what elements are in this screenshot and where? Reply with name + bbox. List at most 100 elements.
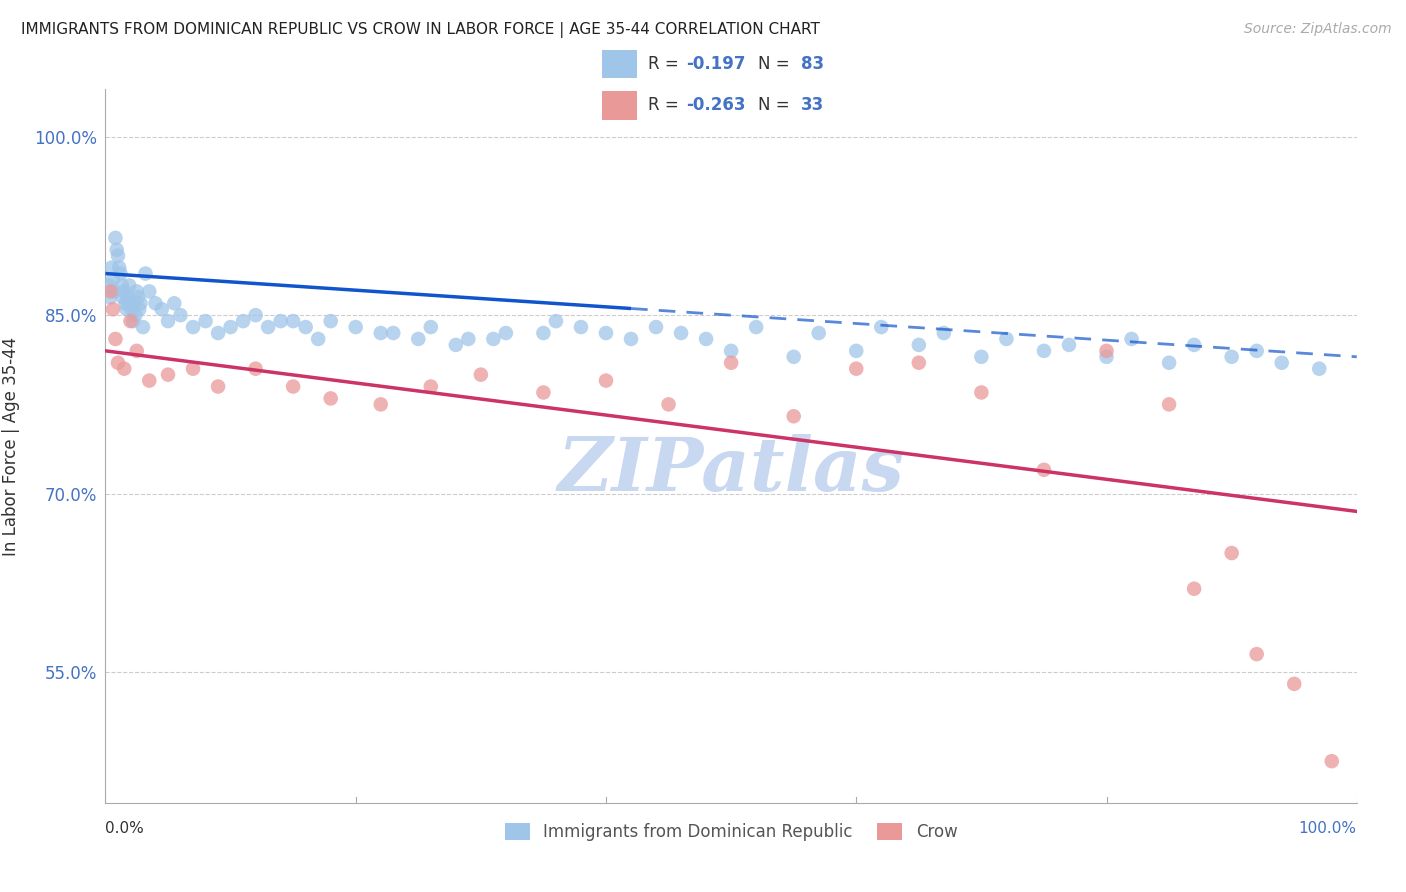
Point: [1057, 338, 1080, 352]
Point: [1220, 350, 1243, 364]
Point: [112, 361, 135, 376]
Bar: [602, 50, 637, 78]
Point: [1032, 463, 1054, 477]
Point: [194, 314, 217, 328]
Point: [181, 320, 204, 334]
Point: [132, 320, 155, 334]
Point: [319, 392, 342, 406]
Point: [245, 308, 267, 322]
Point: [138, 285, 160, 299]
Text: 83: 83: [801, 55, 824, 73]
Text: ZIPatlas: ZIPatlas: [558, 434, 904, 506]
Point: [444, 338, 467, 352]
Point: [110, 267, 132, 281]
Point: [382, 326, 405, 340]
Point: [1182, 338, 1205, 352]
Point: [145, 296, 167, 310]
Point: [181, 361, 204, 376]
Point: [219, 320, 242, 334]
Point: [163, 296, 186, 310]
Point: [1220, 546, 1243, 560]
Point: [457, 332, 479, 346]
Point: [111, 290, 134, 304]
Point: [101, 272, 124, 286]
Point: [995, 332, 1018, 346]
Point: [495, 326, 517, 340]
Point: [370, 326, 392, 340]
Point: [121, 302, 143, 317]
Point: [782, 409, 804, 424]
Point: [122, 314, 145, 328]
Point: [1095, 343, 1118, 358]
Point: [125, 285, 148, 299]
Point: [112, 285, 135, 299]
Point: [370, 397, 392, 411]
Point: [281, 314, 305, 328]
Point: [745, 320, 768, 334]
Point: [100, 285, 122, 299]
Text: R =: R =: [648, 55, 685, 73]
Text: R =: R =: [648, 96, 685, 114]
Point: [845, 361, 868, 376]
Point: [470, 368, 492, 382]
Point: [111, 278, 134, 293]
Point: [105, 243, 128, 257]
Point: [138, 374, 160, 388]
Point: [1159, 356, 1181, 370]
Point: [419, 320, 441, 334]
Point: [645, 320, 668, 334]
Point: [720, 343, 742, 358]
Point: [319, 314, 342, 328]
Text: 33: 33: [801, 96, 824, 114]
Point: [270, 314, 292, 328]
Point: [157, 314, 180, 328]
Point: [344, 320, 367, 334]
Point: [1121, 332, 1143, 346]
Point: [108, 260, 131, 275]
Point: [1246, 647, 1268, 661]
Point: [1032, 343, 1054, 358]
Point: [970, 385, 993, 400]
Point: [129, 296, 152, 310]
Point: [103, 285, 125, 299]
Point: [531, 385, 554, 400]
Point: [281, 379, 305, 393]
Point: [695, 332, 717, 346]
Point: [569, 320, 592, 334]
Point: [595, 326, 617, 340]
Point: [104, 231, 127, 245]
Point: [294, 320, 316, 334]
Point: [127, 290, 149, 304]
Point: [658, 397, 681, 411]
Point: [1246, 343, 1268, 358]
Point: [232, 314, 254, 328]
Text: N =: N =: [758, 55, 794, 73]
Point: [845, 343, 868, 358]
Text: -0.263: -0.263: [686, 96, 745, 114]
Text: 100.0%: 100.0%: [1299, 821, 1357, 836]
Point: [595, 374, 617, 388]
Y-axis label: In Labor Force | Age 35-44: In Labor Force | Age 35-44: [3, 336, 20, 556]
Point: [101, 302, 124, 317]
Point: [122, 296, 145, 310]
Point: [720, 356, 742, 370]
Point: [782, 350, 804, 364]
Point: [870, 320, 893, 334]
Point: [908, 338, 931, 352]
Point: [1308, 361, 1330, 376]
Point: [669, 326, 692, 340]
Point: [1095, 350, 1118, 364]
Point: [932, 326, 955, 340]
Point: [134, 267, 156, 281]
Point: [98, 278, 121, 293]
Point: [120, 296, 142, 310]
Point: [482, 332, 505, 346]
Point: [307, 332, 329, 346]
Point: [107, 356, 129, 370]
Point: [1182, 582, 1205, 596]
Point: [207, 379, 229, 393]
Point: [125, 343, 148, 358]
Point: [1159, 397, 1181, 411]
Text: -0.197: -0.197: [686, 55, 745, 73]
Point: [620, 332, 643, 346]
